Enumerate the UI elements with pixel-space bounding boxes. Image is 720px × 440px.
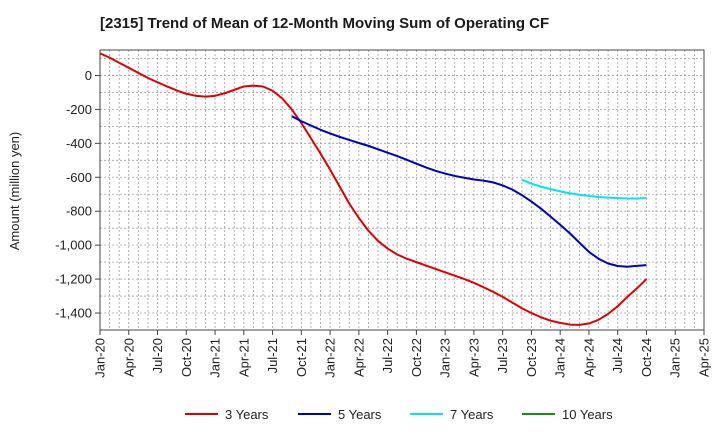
x-tick-label: Apr-20	[121, 338, 136, 377]
x-tick-label: Jul-22	[380, 338, 395, 373]
legend-label: 3 Years	[225, 407, 269, 422]
x-tick-label: Oct-22	[409, 338, 424, 377]
x-tick-label: Oct-21	[294, 338, 309, 377]
legend-label: 7 Years	[450, 407, 494, 422]
y-tick-label: -400	[66, 136, 92, 151]
legend-label: 10 Years	[562, 407, 613, 422]
plot-area: 0 -200 -400 -600 -800 -1,000 -1,200 -1,400 Jan-2…	[55, 49, 712, 378]
x-tick-label: Jul-23	[495, 338, 510, 373]
x-tick-label: Apr-25	[697, 338, 712, 377]
x-tick-label: Jan-21	[208, 338, 223, 378]
x-tick-label: Oct-23	[524, 338, 539, 377]
x-tick-label: Jul-20	[150, 338, 165, 373]
x-tick-label: Oct-20	[179, 338, 194, 377]
x-tick-label: Apr-24	[581, 338, 596, 377]
x-tick-label: Jul-24	[610, 338, 625, 373]
x-tick-label: Jan-24	[553, 338, 568, 378]
x-tick-label: Jul-21	[265, 338, 280, 373]
y-tick-label: -1,200	[55, 272, 92, 287]
x-tick-label: Jan-23	[438, 338, 453, 378]
y-tick-label: -200	[66, 102, 92, 117]
x-tick-label: Apr-22	[351, 338, 366, 377]
y-tick-label: -800	[66, 204, 92, 219]
x-tick-label: Jan-20	[93, 338, 108, 378]
series-line-5-years	[291, 115, 647, 268]
y-tick-label: -1,000	[55, 238, 92, 253]
x-tick-label: Jan-25	[668, 338, 683, 378]
y-axis-title: Amount (million yen)	[7, 132, 22, 251]
legend: 3 Years 5 Years 7 Years 10 Years	[185, 407, 613, 422]
chart-title: [2315] Trend of Mean of 12-Month Moving …	[100, 15, 549, 32]
x-tick-label: Apr-23	[466, 338, 481, 377]
x-tick-label: Apr-21	[236, 338, 251, 377]
plot-border	[99, 49, 705, 331]
x-tick-label: Jan-22	[323, 338, 338, 378]
y-tick-label: 0	[85, 68, 92, 83]
series-line-3-years	[99, 52, 648, 326]
y-tick-label: -1,400	[55, 306, 92, 321]
series-line-7-years	[521, 178, 647, 200]
x-tick-label: Oct-24	[639, 338, 654, 377]
y-tick-label: -600	[66, 170, 92, 185]
legend-label: 5 Years	[338, 407, 382, 422]
